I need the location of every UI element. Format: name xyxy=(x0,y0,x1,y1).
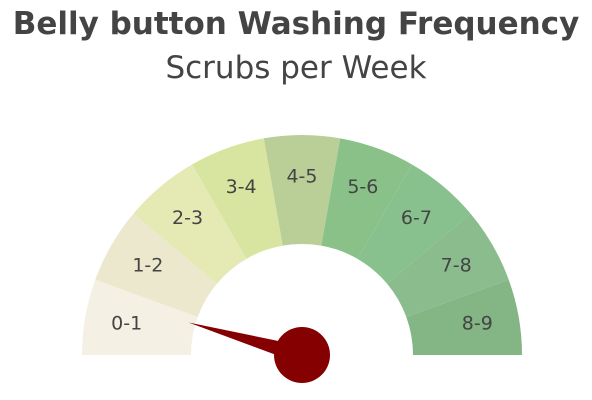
gauge-segment-3-4 xyxy=(192,138,283,259)
gauge-segment-label: 0-1 xyxy=(111,313,142,335)
chart-subtitle: Scrubs per Week xyxy=(165,50,427,86)
gauge-segment-5-6 xyxy=(321,138,412,259)
gauge-needle-hub xyxy=(274,327,330,383)
gauge-segment-label: 6-7 xyxy=(401,207,432,229)
gauge-segment-1-2 xyxy=(95,213,217,318)
gauge-segment-label: 7-8 xyxy=(441,255,472,277)
gauge-segment-2-3 xyxy=(133,164,247,284)
gauge-segment-4-5 xyxy=(263,135,341,246)
gauge-segment-label: 2-3 xyxy=(172,207,203,229)
gauge-segment-label: 1-2 xyxy=(132,255,163,277)
gauge-segment-label: 5-6 xyxy=(347,176,378,198)
chart-title: Belly button Washing Frequency xyxy=(12,6,580,42)
gauge-segment-7-8 xyxy=(387,213,509,318)
gauge-segment-label: 3-4 xyxy=(226,176,257,198)
gauge-segment-label: 4-5 xyxy=(286,166,317,188)
gauge-segment-6-7 xyxy=(357,164,471,284)
gauge-segment-8-9 xyxy=(406,279,522,355)
gauge-segment-0-1 xyxy=(82,279,198,355)
gauge-segment-label: 8-9 xyxy=(462,313,493,335)
